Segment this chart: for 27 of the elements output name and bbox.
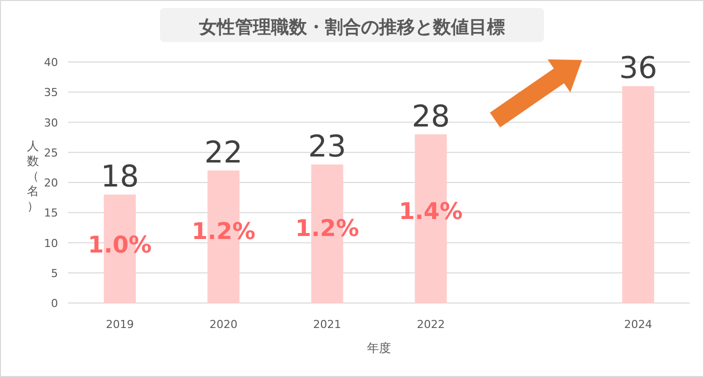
x-tick-label: 2022 [416,318,445,331]
chart-title: 女性管理職数・割合の推移と数値目標 [198,17,505,38]
annotation: 1.0% [88,232,152,258]
data-label: 18 [100,160,139,195]
y-tick-label: 30 [44,116,58,130]
annotation: 1.2% [295,216,360,242]
y-tick-label: 5 [51,266,58,280]
data-label: 22 [204,135,243,170]
x-tick-label: 2024 [624,318,652,331]
y-tick-label: 15 [44,206,58,220]
y-axis-title: 人数（名） [27,139,39,213]
x-tick-label: 2020 [210,318,238,331]
y-tick-label: 0 [51,297,58,310]
data-label: 36 [619,51,658,86]
annotation: 1.4% [398,199,463,226]
annotation: 1.2% [192,219,256,246]
x-tick-label: 2019 [106,318,134,331]
x-tick-label: 2021 [313,318,342,331]
y-tick-label: 10 [44,236,58,250]
data-label: 23 [308,129,346,164]
y-tick-label: 35 [44,86,58,100]
y-tick-label: 20 [44,176,58,190]
data-label: 28 [412,99,450,134]
y-tick-label: 25 [44,146,58,160]
x-axis-title: 年度 [367,341,391,355]
bar [622,86,654,303]
y-tick-label: 40 [44,56,58,69]
